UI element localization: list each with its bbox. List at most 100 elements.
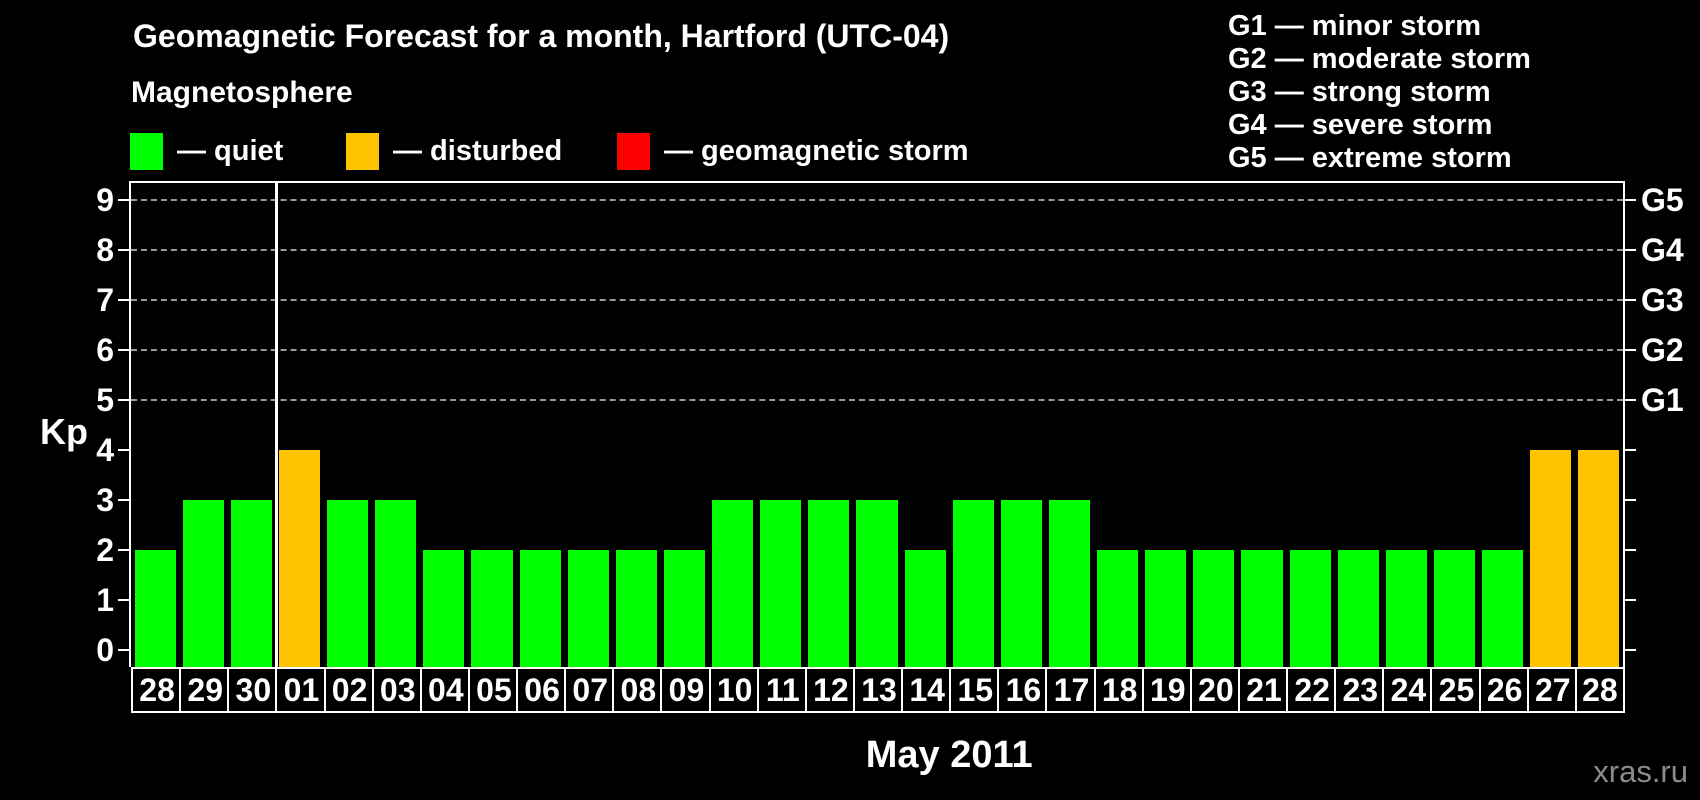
- date-cell-07: 07: [564, 667, 615, 713]
- page-title: Geomagnetic Forecast for a month, Hartfo…: [133, 18, 950, 54]
- bar-day-14: [904, 549, 946, 667]
- bar-day-23: [1337, 549, 1379, 667]
- y-axis-tick-right-8: [1625, 249, 1636, 252]
- date-cell-25: 25: [1430, 667, 1481, 713]
- y-tick-label-8: 8: [96, 232, 114, 269]
- g4-legend-line: G4 — severe storm: [1228, 109, 1493, 141]
- bar-day-27: [1530, 449, 1572, 667]
- legend-label-storm: — geomagnetic storm: [664, 135, 969, 167]
- bar-day-24: [1385, 549, 1427, 667]
- date-cell-15: 15: [949, 667, 1000, 713]
- y-axis-tick-left-4: [118, 448, 129, 451]
- legend-item-quiet: — quiet: [130, 133, 283, 170]
- g3-legend-line: G3 — strong storm: [1228, 76, 1491, 108]
- y-axis-tick-left-0: [118, 648, 129, 651]
- bar-day-16: [1000, 499, 1042, 667]
- date-cell-28: 28: [1574, 667, 1625, 713]
- bar-day-08: [615, 549, 657, 667]
- legend-label-quiet: — quiet: [177, 135, 284, 167]
- y-axis-tick-left-9: [118, 199, 129, 202]
- bar-day-04: [423, 549, 465, 667]
- bar-day-18: [1097, 549, 1139, 667]
- y-tick-label-0: 0: [96, 631, 114, 668]
- quiet-swatch-icon: [130, 133, 163, 170]
- legend-item-storm: — geomagnetic storm: [617, 133, 969, 170]
- x-axis-title: May 2011: [865, 734, 1033, 776]
- date-cell-13: 13: [852, 667, 904, 713]
- date-cell-03: 03: [371, 667, 422, 713]
- y-axis-tick-left-1: [118, 598, 129, 601]
- y-axis-tick-left-5: [118, 399, 129, 402]
- gridline-kp5: [131, 399, 1623, 402]
- bar-day-29: [182, 499, 224, 667]
- y-axis-tick-left-6: [118, 349, 129, 352]
- date-cell-12: 12: [804, 667, 855, 713]
- date-cell-11: 11: [756, 667, 807, 713]
- bar-day-20: [1193, 549, 1235, 667]
- date-cell-17: 17: [1045, 667, 1096, 713]
- date-cell-29: 29: [179, 667, 230, 713]
- date-cell-23: 23: [1334, 667, 1385, 713]
- legend-label-disturbed: — disturbed: [393, 135, 563, 167]
- date-cell-22: 22: [1286, 667, 1337, 713]
- bar-day-19: [1145, 549, 1187, 667]
- y-axis-tick-right-6: [1625, 349, 1636, 352]
- magnetosphere-legend-title: Magnetosphere: [131, 76, 353, 109]
- gridline-kp9: [131, 199, 1623, 202]
- date-cell-08: 08: [612, 667, 663, 713]
- date-cell-21: 21: [1237, 667, 1289, 713]
- bar-day-13: [856, 499, 898, 667]
- date-cell-19: 19: [1141, 667, 1192, 713]
- plot-border-top: [129, 181, 1625, 183]
- y-axis-title: Kp: [40, 411, 88, 452]
- g5-legend-line: G5 — extreme storm: [1228, 142, 1512, 174]
- y-axis-tick-right-9: [1625, 199, 1636, 202]
- gridline-kp7: [131, 299, 1623, 302]
- g-tick-label-G2: G2: [1641, 332, 1684, 369]
- g-tick-label-G5: G5: [1641, 182, 1684, 219]
- y-axis-tick-right-3: [1625, 498, 1636, 501]
- y-tick-label-3: 3: [96, 481, 114, 518]
- y-axis-tick-right-0: [1625, 648, 1636, 651]
- date-cell-27: 27: [1526, 667, 1577, 713]
- date-cell-30: 30: [227, 667, 278, 713]
- plot-border-left: [129, 181, 131, 667]
- bar-day-03: [375, 499, 417, 667]
- y-tick-label-9: 9: [96, 182, 114, 219]
- date-cell-16: 16: [997, 667, 1048, 713]
- bar-day-02: [327, 499, 369, 667]
- disturbed-swatch-icon: [346, 133, 379, 170]
- date-cell-01: 01: [275, 667, 326, 713]
- date-cell-02: 02: [323, 667, 374, 713]
- date-cell-28: 28: [131, 667, 182, 713]
- g1-legend-line: G1 — minor storm: [1228, 10, 1481, 42]
- y-axis-tick-right-1: [1625, 598, 1636, 601]
- y-tick-label-1: 1: [96, 581, 114, 618]
- month-separator-line: [275, 183, 279, 667]
- y-axis-tick-left-8: [118, 249, 129, 252]
- g2-legend-line: G2 — moderate storm: [1228, 43, 1531, 75]
- date-cell-06: 06: [516, 667, 567, 713]
- bar-day-10: [712, 499, 754, 667]
- y-axis-tick-left-3: [118, 498, 129, 501]
- y-axis-tick-right-2: [1625, 548, 1636, 551]
- bar-day-06: [519, 549, 561, 667]
- y-axis-tick-right-7: [1625, 299, 1636, 302]
- watermark: xras.ru: [1593, 754, 1688, 789]
- bar-day-22: [1289, 549, 1331, 667]
- bar-day-11: [760, 499, 802, 667]
- bar-day-07: [567, 549, 609, 667]
- y-tick-label-7: 7: [96, 282, 114, 319]
- g-tick-label-G4: G4: [1641, 232, 1684, 269]
- gridline-kp6: [131, 349, 1623, 352]
- date-cell-18: 18: [1093, 667, 1144, 713]
- y-axis-tick-right-4: [1625, 448, 1636, 451]
- bar-day-25: [1433, 549, 1476, 667]
- date-cell-14: 14: [901, 667, 952, 713]
- storm-swatch-icon: [617, 133, 650, 170]
- y-axis-tick-right-5: [1625, 399, 1636, 402]
- g-tick-label-G3: G3: [1641, 282, 1684, 319]
- date-cell-20: 20: [1189, 667, 1240, 713]
- y-axis-tick-left-2: [118, 548, 129, 551]
